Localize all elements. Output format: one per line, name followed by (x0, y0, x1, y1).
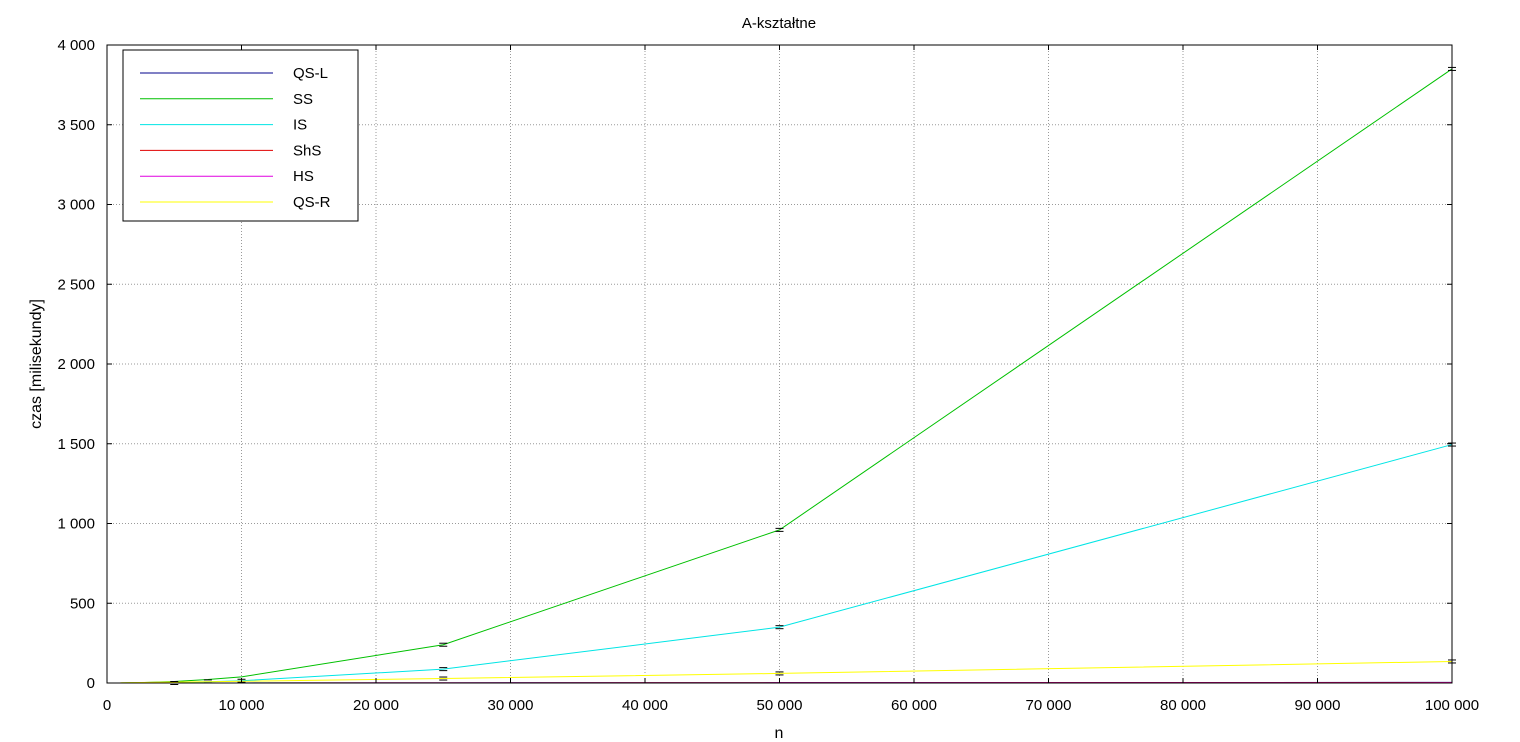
x-tick-label: 0 (103, 697, 111, 714)
y-tick-label: 1 000 (57, 516, 95, 533)
x-axis-ticks: 0 10 000 20 000 30 000 40 000 50 000 60 000 70 … (103, 45, 1479, 714)
y-axis-ticks: 0 500 1 000 1 500 2 000 2 500 3 000 3 500 4 000 (57, 37, 1452, 692)
chart-title: A-kształtne (742, 15, 816, 32)
y-axis-label: czas [milisekundy] (28, 299, 45, 429)
legend-label: SS (293, 91, 313, 108)
x-tick-label: 100 000 (1425, 697, 1479, 714)
y-tick-label: 4 000 (57, 37, 95, 54)
y-tick-label: 3 500 (57, 117, 95, 134)
x-tick-label: 60 000 (891, 697, 937, 714)
legend-label: HS (293, 168, 314, 185)
error-bars (170, 66, 1456, 685)
x-tick-label: 90 000 (1295, 697, 1341, 714)
y-tick-label: 0 (87, 675, 95, 692)
grid (107, 45, 1452, 683)
y-tick-label: 3 000 (57, 197, 95, 214)
legend-label: ShS (293, 142, 321, 159)
legend-label: QS-L (293, 65, 328, 82)
legend-box (122, 49, 359, 222)
y-tick-label: 2 000 (57, 356, 95, 373)
y-tick-label: 500 (70, 595, 95, 612)
x-tick-label: 70 000 (1026, 697, 1072, 714)
x-tick-label: 80 000 (1160, 697, 1206, 714)
x-axis-label: n (775, 725, 784, 742)
x-tick-label: 30 000 (488, 697, 534, 714)
y-tick-label: 2 500 (57, 276, 95, 293)
y-tick-label: 1 500 (57, 436, 95, 453)
x-tick-label: 20 000 (353, 697, 399, 714)
x-tick-label: 10 000 (219, 697, 265, 714)
legend-label: QS-R (293, 194, 331, 211)
x-tick-label: 40 000 (622, 697, 668, 714)
series-line-qs-r (120, 660, 1453, 684)
series-line-is (120, 444, 1453, 684)
legend-label: IS (293, 117, 307, 134)
legend: QS-L SS IS ShS HS QS-R (122, 49, 359, 222)
x-tick-label: 50 000 (757, 697, 803, 714)
